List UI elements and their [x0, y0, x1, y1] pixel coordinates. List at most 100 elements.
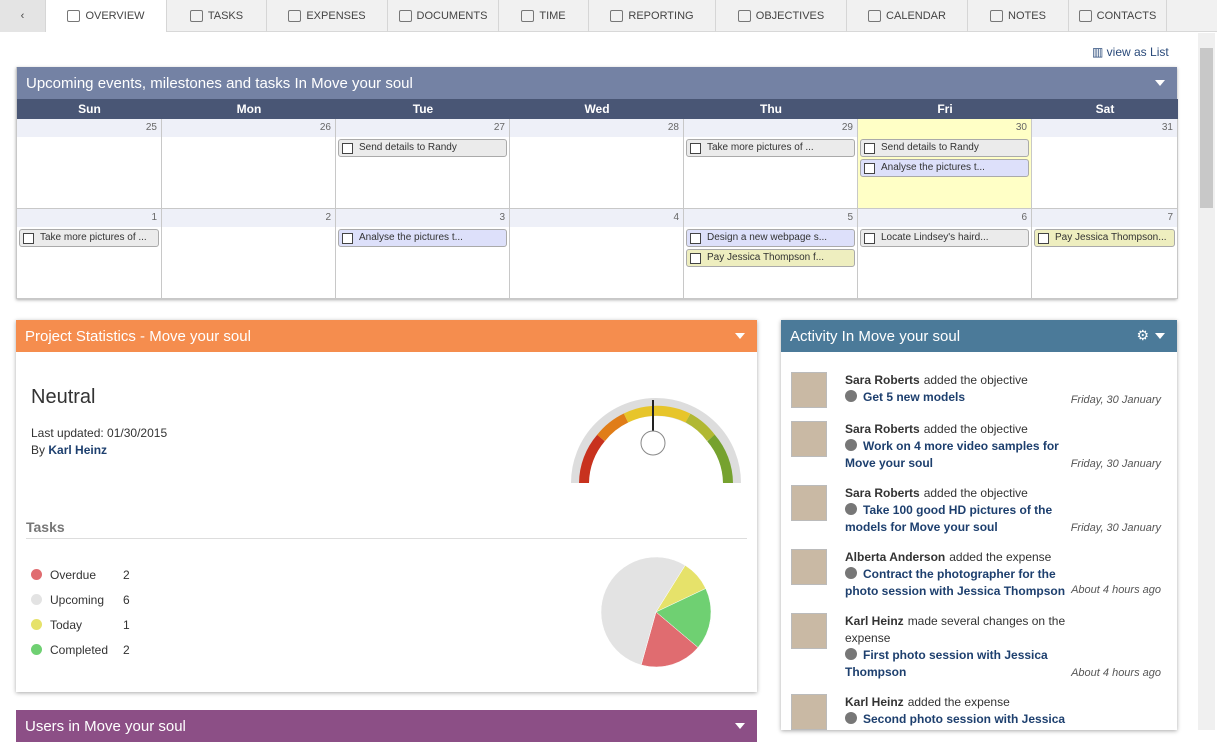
tab[interactable]: TIME	[499, 0, 589, 32]
activity-text: Sara Roberts added the objective Get 5 new…	[845, 372, 1075, 406]
item-icon	[845, 712, 857, 724]
tab[interactable]: REPORTING	[589, 0, 716, 32]
day-cell[interactable]: 6 Locate Lindsey's haird...	[858, 209, 1032, 299]
calendar-grid: Sun Mon Tue Wed Thu Fri Sat 25 26 27 Send details …	[17, 99, 1178, 299]
event[interactable]: Design a new webpage s...	[686, 229, 855, 247]
tab-label[interactable]: TIME	[539, 10, 566, 22]
tab[interactable]: OBJECTIVES	[716, 0, 847, 32]
view-list-text[interactable]: view as List	[1106, 45, 1169, 59]
action: added the objective	[923, 486, 1028, 500]
tab-icon[interactable]	[189, 10, 203, 22]
tab-icon[interactable]	[990, 10, 1004, 22]
tab-icon[interactable]	[288, 10, 302, 22]
tab-icon[interactable]	[737, 10, 751, 22]
caret[interactable]	[735, 333, 745, 339]
tab-label[interactable]: OBJECTIVES	[755, 10, 825, 22]
caret[interactable]	[1155, 333, 1165, 339]
scroll-thumb[interactable]	[1200, 48, 1213, 208]
day-cell[interactable]: 29 Take more pictures of ...	[684, 119, 858, 209]
day-cell[interactable]: 27 Send details to Randy	[336, 119, 510, 209]
avatar	[791, 613, 827, 649]
user-name[interactable]: Karl Heinz	[845, 614, 904, 628]
day-cell[interactable]: 31	[1032, 119, 1178, 209]
day-cell[interactable]: 7 Pay Jessica Thompson...	[1032, 209, 1178, 299]
pie-slice	[600, 556, 686, 666]
event[interactable]: Send details to Randy	[860, 139, 1029, 157]
tab-icon[interactable]	[868, 10, 882, 22]
tab-label[interactable]: EXPENSES	[306, 10, 366, 22]
item-link[interactable]: Contract the photographer for the photo …	[845, 567, 1066, 598]
tab-label[interactable]: NOTES	[1008, 10, 1046, 22]
activity-item: Karl Heinz made several changes on the ex…	[791, 613, 1171, 681]
tab[interactable]: TASKS	[167, 0, 267, 32]
scrollbar[interactable]	[1198, 33, 1215, 730]
day-cell[interactable]: 28	[510, 119, 684, 209]
day-number: 28	[510, 119, 683, 137]
caret[interactable]	[1155, 80, 1165, 86]
item-icon	[845, 648, 857, 660]
activity-item: Sara Roberts added the objective Take 100 …	[791, 485, 1171, 536]
item-link[interactable]: Work on 4 more video samples for Move yo…	[845, 439, 1059, 470]
day-cell[interactable]: 2	[162, 209, 336, 299]
tab-icon[interactable]	[398, 10, 412, 22]
day-cell[interactable]: 1 Take more pictures of ...	[17, 209, 162, 299]
tab-label[interactable]: CALENDAR	[886, 10, 946, 22]
back-button[interactable]: ‹	[0, 0, 46, 32]
day-cell[interactable]: 5 Design a new webpage s... Pay Jessica Th…	[684, 209, 858, 299]
author[interactable]: Karl Heinz	[48, 443, 108, 457]
tab[interactable]: CALENDAR	[847, 0, 968, 32]
legend-label: Overdue	[50, 567, 97, 582]
tab-label[interactable]: OVERVIEW	[85, 10, 145, 22]
user-name[interactable]: Sara Roberts	[845, 422, 920, 436]
activity-header: Activity In Move your soul ⚙	[781, 320, 1177, 352]
item-link[interactable]: Take 100 good HD pictures of the models …	[845, 503, 1053, 534]
day-cell[interactable]: 4	[510, 209, 684, 299]
user-name[interactable]: Karl Heinz	[845, 695, 904, 709]
tab-icon[interactable]	[1078, 10, 1092, 22]
activity-panel: Activity In Move your soul ⚙ Sara Roberts…	[781, 320, 1177, 730]
event[interactable]: Analyse the pictures t...	[338, 229, 507, 247]
event[interactable]: Send details to Randy	[338, 139, 507, 157]
user-name[interactable]: Sara Roberts	[845, 373, 920, 387]
legend-label: Today	[50, 617, 83, 632]
tab[interactable]: DOCUMENTS	[388, 0, 499, 32]
avatar	[791, 485, 827, 521]
tab[interactable]: NOTES	[968, 0, 1069, 32]
tab-label[interactable]: TASKS	[207, 10, 244, 22]
tab-label[interactable]: CONTACTS	[1096, 10, 1157, 22]
tab-label[interactable]: DOCUMENTS	[416, 10, 488, 22]
tab[interactable]: OVERVIEW	[46, 0, 167, 32]
event[interactable]: Pay Jessica Thompson f...	[686, 249, 855, 267]
settings-icon[interactable]: ⚙	[1136, 327, 1149, 343]
user-name[interactable]: Sara Roberts	[845, 486, 920, 500]
day-number: 29	[684, 119, 857, 137]
event[interactable]: Pay Jessica Thompson...	[1034, 229, 1175, 247]
day-number: 5	[684, 209, 857, 227]
tab-icon[interactable]	[521, 10, 535, 22]
item-link[interactable]: Second photo session with Jessica	[863, 712, 1066, 726]
event[interactable]: Analyse the pictures t...	[860, 159, 1029, 177]
legend-label: Upcoming	[50, 592, 105, 607]
item-link[interactable]: First photo session with Jessica Thompso…	[845, 648, 1048, 679]
day-cell[interactable]: 30 Send details to Randy Analyse the pictu…	[858, 119, 1032, 209]
tab-label[interactable]: REPORTING	[628, 10, 694, 22]
caret[interactable]	[735, 723, 745, 729]
event[interactable]: Locate Lindsey's haird...	[860, 229, 1029, 247]
event[interactable]: Take more pictures of ...	[19, 229, 159, 247]
tab[interactable]: CONTACTS	[1069, 0, 1167, 32]
legend-row: Completed 2	[31, 637, 130, 662]
user-name[interactable]: Alberta Anderson	[845, 550, 946, 564]
tab-icon[interactable]	[610, 10, 624, 22]
tab-icon[interactable]	[67, 10, 81, 22]
calendar-title: Upcoming events, milestones and tasks In…	[26, 74, 413, 92]
tab[interactable]: EXPENSES	[267, 0, 388, 32]
day-cell[interactable]: 3 Analyse the pictures t...	[336, 209, 510, 299]
view-list-link[interactable]: ▥ view as List	[1092, 45, 1169, 59]
event[interactable]: Take more pictures of ...	[686, 139, 855, 157]
day-cell[interactable]: 26	[162, 119, 336, 209]
activity-date: About 4 hours ago	[1071, 667, 1161, 679]
day-cell[interactable]: 25	[17, 119, 162, 209]
item-link[interactable]: Get 5 new models	[863, 390, 966, 404]
day-number: 7	[1032, 209, 1177, 227]
